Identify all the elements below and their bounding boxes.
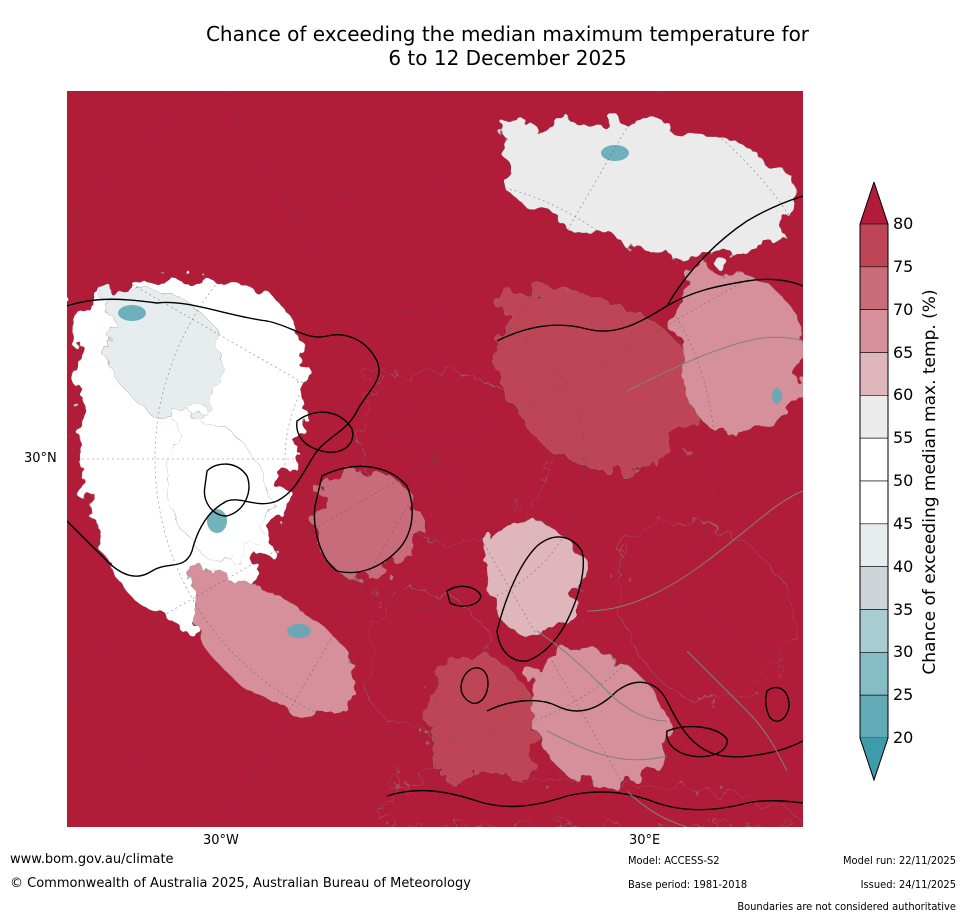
- region-east-siberia: [496, 121, 791, 262]
- coastlines: [67, 195, 803, 811]
- colorbar-tick-label: 65: [893, 342, 914, 362]
- coastline-north-america: [67, 298, 380, 577]
- colorbar-tick-label: 70: [893, 299, 914, 319]
- colorbar-segment: [859, 523, 889, 567]
- colorbar-tick-label: 40: [893, 556, 914, 576]
- border-line: [546, 730, 668, 761]
- longitude-label-30e: 30°E: [629, 833, 661, 848]
- region-greenland: [311, 470, 420, 582]
- title-line-1: Chance of exceeding the median maximum t…: [205, 22, 810, 46]
- latitude-label-30n: 30°N: [24, 451, 57, 466]
- map-canvas: [67, 91, 803, 827]
- region-central-siberia: [496, 288, 699, 472]
- cool-spot: [287, 624, 311, 638]
- colorbar-segments: [859, 223, 889, 739]
- colorbar-tick-label: 50: [893, 471, 914, 490]
- colorbar-segment: [859, 480, 889, 525]
- cool-spot: [118, 305, 146, 321]
- probability-fields: [76, 121, 803, 827]
- region-hudson-bay: [166, 419, 268, 562]
- border-line: [536, 630, 668, 722]
- coastline-greenland: [313, 465, 413, 574]
- region-alaska-canada-north: [106, 288, 221, 422]
- title-line-2: 6 to 12 December 2025: [388, 46, 627, 70]
- chart-title: Chance of exceeding the median maximum t…: [67, 22, 948, 70]
- colorbar-tick-label: 60: [893, 385, 914, 405]
- copyright-notice: © Commonwealth of Australia 2025, Austra…: [10, 876, 471, 891]
- cool-spot: [772, 388, 782, 404]
- colorbar-segment: [859, 652, 889, 696]
- model-run-date: Model run: 22/11/2025: [843, 854, 956, 867]
- coastline-scandinavia: [496, 536, 584, 662]
- colorbar-extend-top: [860, 182, 888, 224]
- latitude-ring: [154, 178, 716, 740]
- boundaries-disclaimer: Boundaries are not considered authoritat…: [737, 900, 956, 913]
- border-line: [586, 490, 803, 612]
- meridian-line: [67, 246, 803, 672]
- coastline-iceland: [446, 585, 482, 607]
- coastline-british-isles: [460, 667, 489, 705]
- colorbar-tick-label: 55: [893, 428, 914, 448]
- colorbar-title: Chance of exceeding median max. temp. (%…: [920, 289, 940, 675]
- cool-spot: [601, 145, 629, 161]
- region-east-asia: [676, 268, 803, 434]
- coastline-hudson-bay: [203, 463, 250, 517]
- colorbar-segment: [859, 223, 889, 268]
- colorbar-segment: [859, 352, 889, 396]
- meridian-line: [67, 246, 803, 672]
- region-scandinavia: [485, 520, 585, 637]
- colorbar-tick-label: 35: [893, 599, 914, 619]
- forecast-map: [67, 91, 803, 827]
- colorbar-tick-label: 20: [893, 728, 914, 747]
- coastline-mediterranean: [386, 789, 803, 811]
- coastline-black-sea: [666, 725, 728, 758]
- colorbar-segment: [859, 395, 889, 439]
- colorbar-tick-label: 25: [893, 685, 914, 705]
- colorbar-tick-label: 80: [893, 214, 914, 233]
- latitude-ring: [284, 308, 586, 610]
- coastline-east-asia: [666, 195, 803, 307]
- coastline-siberia: [496, 278, 803, 342]
- issued-date: Issued: 24/11/2025: [860, 878, 956, 891]
- colorbar-tick-label: 75: [893, 256, 914, 276]
- model-name: Model: ACCESS-S2: [628, 854, 720, 867]
- colorbar-segment: [859, 609, 889, 653]
- country-borders: [536, 336, 803, 827]
- meridian-line: [221, 91, 649, 827]
- colorbar-segment: [859, 694, 889, 739]
- coastline-caspian: [764, 686, 790, 722]
- graticule: [67, 91, 803, 827]
- colorbar-extend-bottom: [860, 738, 888, 780]
- website-link[interactable]: www.bom.gov.au/climate: [10, 852, 174, 867]
- colorbar-outline: [859, 180, 889, 782]
- colorbar-tick-label: 45: [893, 513, 914, 533]
- colorbar-segment: [859, 266, 889, 310]
- border-line: [686, 650, 788, 772]
- border-line: [626, 790, 688, 827]
- colorbar: [859, 180, 889, 782]
- coastline-arctic-islands: [296, 411, 354, 453]
- region-north-east-pacific: [186, 570, 356, 717]
- region-eastern-europe: [616, 523, 791, 702]
- colorbar-svg: [859, 180, 889, 782]
- cool-spot: [207, 509, 227, 533]
- colorbar-segment: [859, 566, 889, 610]
- colorbar-segment: [859, 437, 889, 482]
- base-period: Base period: 1981-2018: [628, 878, 748, 891]
- region-north-africa: [386, 776, 803, 827]
- longitude-label-30w: 30°W: [203, 833, 239, 848]
- colorbar-segment: [859, 309, 889, 353]
- border-line: [626, 336, 803, 392]
- colorbar-tick-label: 30: [893, 642, 914, 662]
